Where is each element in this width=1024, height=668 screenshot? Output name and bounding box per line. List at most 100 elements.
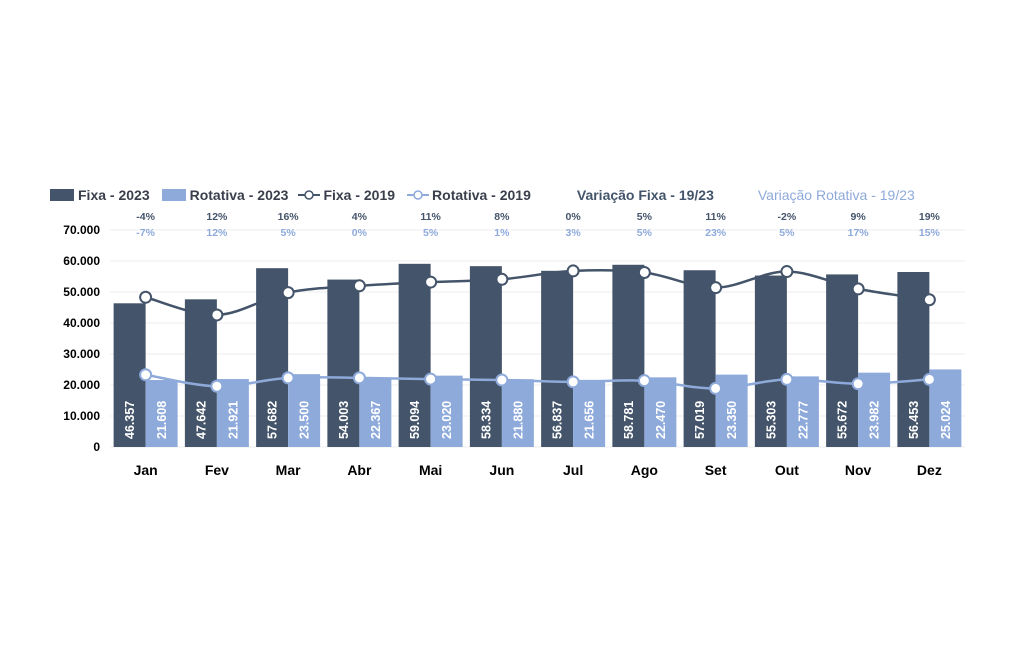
data-label-rotativa-2023: 25.024 xyxy=(939,401,953,439)
bar-rotativa-2023 xyxy=(644,377,677,447)
x-tick-label: Mar xyxy=(276,462,301,478)
line-rotativa-2019-marker xyxy=(352,371,366,385)
line-fixa-2019-marker xyxy=(637,265,651,279)
data-label-rotativa-2023: 21.656 xyxy=(583,401,597,439)
data-label-fixa-2023: 47.642 xyxy=(194,401,208,439)
line-fixa-2019-marker xyxy=(281,286,295,300)
variacao-fixa-label: 16% xyxy=(278,211,300,223)
line-fixa-2019-marker xyxy=(210,308,224,322)
line-fixa-2019-marker xyxy=(566,264,580,278)
line-fixa-2019-marker xyxy=(352,279,366,293)
variacao-rotativa-label: 0% xyxy=(352,227,368,239)
x-tick-label: Jan xyxy=(134,462,158,478)
variacao-fixa-label: -4% xyxy=(136,211,155,223)
x-axis-ticks: Jan Fev Mar Abr Mai Jun Jul Ago Set Out Nov Dez xyxy=(134,462,942,478)
line-rotativa-2019 xyxy=(145,373,930,390)
bar-fixa-2023 xyxy=(826,274,859,447)
lines xyxy=(139,264,936,395)
line-fixa-2019-marker xyxy=(922,293,936,307)
x-tick-label: Fev xyxy=(205,462,229,478)
line-fixa-2019-marker xyxy=(780,265,794,279)
data-label-fixa-2023: 58.334 xyxy=(479,401,493,439)
data-label-fixa-2023: 46.357 xyxy=(123,401,137,439)
line-rotativa-2019-marker xyxy=(424,372,438,386)
bar-fixa-2023 xyxy=(683,270,716,447)
chart-legend: Fixa - 2023 Rotativa - 2023 Fixa - 2019 … xyxy=(50,185,915,205)
bar-fixa-2023 xyxy=(541,270,574,447)
legend-line-rotativa-2019-icon xyxy=(407,190,430,200)
variacao-rotativa-label: 23% xyxy=(705,227,727,239)
data-label-fixa-2023: 54.003 xyxy=(337,401,351,439)
x-tick-label: Mai xyxy=(419,462,442,478)
variacao-fixa-label: 9% xyxy=(851,211,867,223)
y-tick-label: 20.000 xyxy=(63,378,100,392)
data-label-rotativa-2023: 22.777 xyxy=(796,401,810,439)
data-label-fixa-2023: 59.094 xyxy=(408,401,422,439)
legend-swatch-rotativa-2023-icon xyxy=(161,189,186,201)
variacao-rotativa-label: 15% xyxy=(919,227,941,239)
line-fixa-2019-marker xyxy=(495,272,509,286)
data-label-rotativa-2023: 21.608 xyxy=(155,401,169,439)
y-tick-label: 60.000 xyxy=(63,254,100,268)
y-tick-label: 30.000 xyxy=(63,347,100,361)
bar-fixa-2023 xyxy=(398,263,431,447)
y-tick-label: 10.000 xyxy=(63,409,100,423)
legend-swatch-fixa-2023-icon xyxy=(50,189,74,201)
legend-label-fixa-2019: Fixa - 2019 xyxy=(323,187,396,203)
x-tick-label: Jul xyxy=(563,462,583,478)
line-fixa-2019-marker xyxy=(851,282,865,296)
legend-label-fixa-2023: Fixa - 2023 xyxy=(78,187,150,203)
bar-rotativa-2023 xyxy=(288,374,321,447)
data-label-rotativa-2023: 21.880 xyxy=(511,401,525,439)
x-tick-label: Abr xyxy=(347,462,372,478)
bar-rotativa-2023 xyxy=(216,379,249,447)
variacao-rotativa-label: 17% xyxy=(848,227,870,239)
variacao-rotativa-label: 1% xyxy=(494,227,510,239)
x-tick-label: Jun xyxy=(489,462,514,478)
data-label-rotativa-2023: 23.982 xyxy=(868,401,882,439)
data-label-rotativa-2023: 22.367 xyxy=(369,401,383,439)
line-fixa-2019 xyxy=(145,268,930,317)
variacao-rotativa-label: 5% xyxy=(423,227,439,239)
line-rotativa-2019-marker xyxy=(851,377,865,391)
y-axis-ticks: 0 10.000 20.000 30.000 40.000 50.000 60.000 70.… xyxy=(63,223,100,454)
data-label-fixa-2023: 58.781 xyxy=(622,401,636,439)
variacao-fixa-label: -2% xyxy=(778,211,797,223)
data-label-rotativa-2023: 23.020 xyxy=(440,401,454,439)
bar-rotativa-2023 xyxy=(573,379,606,447)
line-rotativa-2019-marker xyxy=(566,375,580,389)
variacao-fixa-label: 0% xyxy=(566,211,582,223)
legend-rotativa-2019: Rotativa - 2019 xyxy=(407,187,531,203)
line-rotativa-2019-marker xyxy=(281,371,295,385)
variacao-rotativa-label: 5% xyxy=(637,227,653,239)
bars xyxy=(113,263,962,447)
variacao-fixa-label: 4% xyxy=(352,211,368,223)
gridlines xyxy=(110,229,965,448)
data-label-fixa-2023: 55.672 xyxy=(836,401,850,439)
variacao-fixa-label: 12% xyxy=(206,211,228,223)
legend-rotativa-2023: Rotativa - 2023 xyxy=(161,187,289,203)
bar-fixa-2023 xyxy=(612,264,645,447)
data-label-fixa-2023: 55.303 xyxy=(764,401,778,439)
bar-rotativa-2023 xyxy=(145,380,178,447)
variacao-fixa-label: 11% xyxy=(705,211,726,223)
bar-rotativa-2023 xyxy=(359,377,392,447)
legend-fixa-2019: Fixa - 2019 xyxy=(298,187,395,203)
bar-rotativa-2023 xyxy=(430,375,463,447)
bar-fixa-2023 xyxy=(469,266,502,447)
x-tick-label: Ago xyxy=(631,462,658,478)
legend-label-rotativa-2019: Rotativa - 2019 xyxy=(432,187,531,203)
y-tick-label: 0 xyxy=(93,440,100,454)
x-tick-label: Out xyxy=(775,462,799,478)
bar-fixa-2023 xyxy=(327,279,360,447)
line-rotativa-2019-marker xyxy=(780,372,794,386)
data-label-rotativa-2023: 22.470 xyxy=(654,401,668,439)
legend-label-rotativa-2023: Rotativa - 2023 xyxy=(189,187,289,203)
data-label-fixa-2023: 56.837 xyxy=(551,401,565,439)
legend-label-variacao-rotativa: Variação Rotativa - 19/23 xyxy=(757,187,915,203)
data-label-fixa-2023: 57.682 xyxy=(266,401,280,439)
bar-fixa-2023 xyxy=(184,299,217,447)
variacao-rotativa-label: 5% xyxy=(281,227,297,239)
line-rotativa-2019-marker xyxy=(637,374,651,388)
